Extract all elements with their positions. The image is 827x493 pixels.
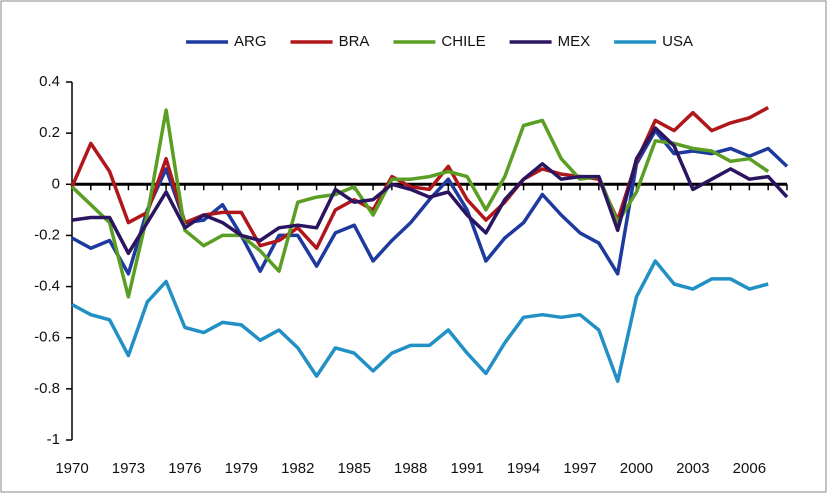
x-tick-label: 2006 xyxy=(733,460,766,477)
x-tick-label: 1973 xyxy=(112,460,145,477)
x-tick-label: 1997 xyxy=(563,460,596,477)
x-tick-label: 1970 xyxy=(55,460,88,477)
y-tick-label: -0.2 xyxy=(34,226,60,243)
x-tick-label: 2000 xyxy=(620,460,653,477)
series-line xyxy=(70,106,770,250)
x-tick-label: 1982 xyxy=(281,460,314,477)
y-tick-label: -0.4 xyxy=(34,278,60,295)
legend-label: BRA xyxy=(339,33,370,50)
legend-label: MEX xyxy=(558,33,591,50)
y-tick-label: 0.4 xyxy=(39,73,60,90)
y-tick-label: -1 xyxy=(47,431,60,448)
legend-label: USA xyxy=(662,33,693,50)
x-tick-label: 1988 xyxy=(394,460,427,477)
legend-label: CHILE xyxy=(441,33,485,50)
x-tick-label: 2003 xyxy=(676,460,709,477)
legend-label: ARG xyxy=(234,33,267,50)
y-tick-label: -0.6 xyxy=(34,329,60,346)
series-line xyxy=(71,259,769,383)
x-tick-label: 1979 xyxy=(225,460,258,477)
series-line xyxy=(70,108,770,299)
x-tick-label: 1994 xyxy=(507,460,540,477)
y-tick-label: 0 xyxy=(52,175,60,192)
y-tick-label: -0.8 xyxy=(34,380,60,397)
series-line xyxy=(71,126,789,256)
x-tick-label: 1976 xyxy=(168,460,201,477)
x-tick-label: 1991 xyxy=(450,460,483,477)
x-tick-label: 1985 xyxy=(338,460,371,477)
y-tick-label: 0.2 xyxy=(39,124,60,141)
